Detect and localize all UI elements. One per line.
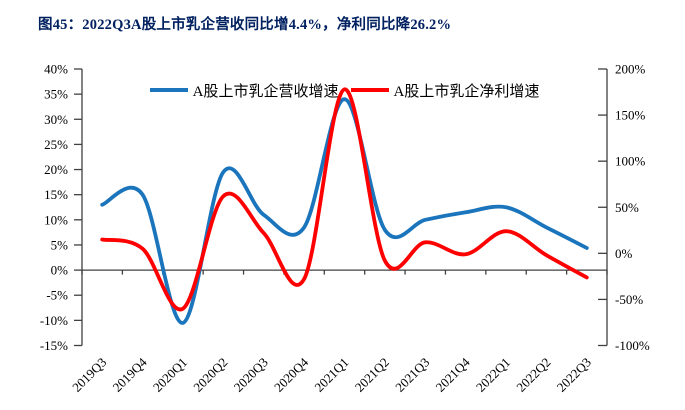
left-axis-tick-label: -15%	[40, 338, 68, 353]
right-axis-tick-label: 150%	[615, 108, 646, 123]
right-axis-tick-label: 50%	[615, 200, 639, 215]
series-line-profit	[100, 87, 589, 312]
left-axis-tick-label: 0%	[51, 263, 69, 278]
left-axis-tick-label: 30%	[44, 112, 68, 127]
left-axis-tick-label: -10%	[40, 313, 68, 328]
x-axis-label: 2021Q2	[352, 355, 392, 395]
series-line-revenue	[100, 97, 589, 325]
right-axis-tick-label: 0%	[615, 246, 633, 261]
left-axis-tick-label: 10%	[44, 212, 68, 227]
left-axis-tick-label: 5%	[51, 237, 69, 252]
x-axis-label: 2019Q3	[69, 355, 109, 395]
left-axis-tick-label: -5%	[46, 288, 68, 303]
x-axis-label: 2022Q1	[473, 355, 513, 395]
left-axis-tick-label: 25%	[44, 137, 68, 152]
right-axis-tick-label: -100%	[615, 338, 650, 353]
x-axis-label: 2021Q4	[433, 354, 474, 395]
left-axis-tick-label: 20%	[44, 162, 68, 177]
x-axis-label: 2020Q3	[231, 355, 271, 395]
x-axis-label: 2021Q3	[392, 355, 432, 395]
x-axis-label: 2021Q1	[311, 355, 351, 395]
x-axis-label: 2022Q2	[513, 355, 553, 395]
x-axis-label: 2020Q2	[190, 355, 230, 395]
x-axis-label: 2020Q4	[271, 354, 312, 395]
right-axis-tick-label: 200%	[615, 62, 646, 77]
x-axis-label: 2020Q1	[150, 355, 190, 395]
left-axis-tick-label: 35%	[44, 87, 68, 102]
left-axis-tick-label: 40%	[44, 62, 68, 77]
right-axis-tick-label: 100%	[615, 154, 646, 169]
figure-title: 图45：2022Q3A股上市乳企营收同比增4.4%，净利同比降26.2%	[38, 17, 452, 33]
right-axis-tick-label: -50%	[615, 292, 643, 307]
x-axis-label: 2022Q3	[554, 355, 594, 395]
x-axis-label: 2019Q4	[109, 354, 150, 395]
left-axis-tick-label: 15%	[44, 187, 68, 202]
